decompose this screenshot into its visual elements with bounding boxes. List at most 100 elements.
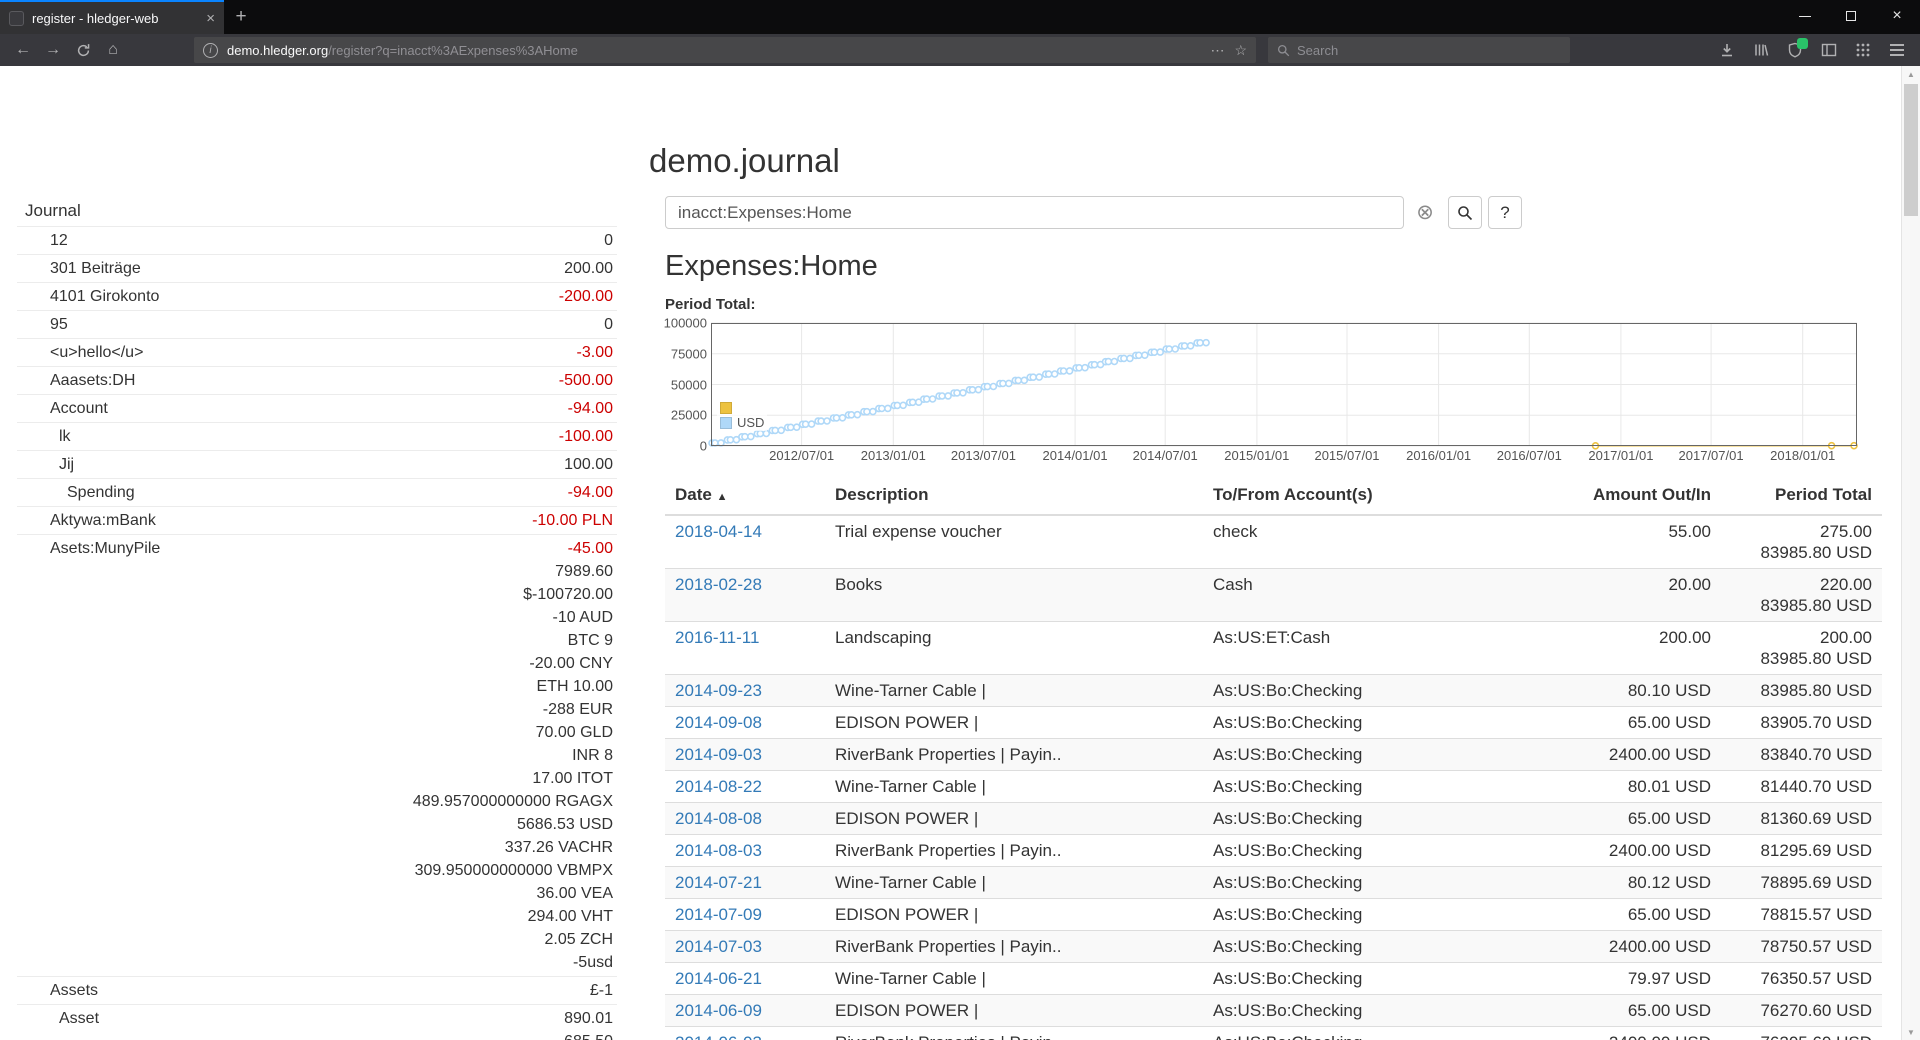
column-header-description[interactable]: Description — [825, 478, 1203, 516]
date-link[interactable]: 2014-07-03 — [675, 937, 762, 956]
register-row: 2016-11-11 Landscaping As:US:ET:Cash 200.00… — [665, 621, 1882, 675]
query-form: ⊗ ? — [665, 196, 1882, 229]
account-link[interactable]: Aktywa:mBank — [50, 512, 156, 529]
account-link[interactable]: Account — [50, 400, 108, 417]
sidebar-toggle-button[interactable] — [1814, 37, 1844, 63]
description-cell: EDISON POWER | — [825, 898, 1203, 931]
new-tab-button[interactable]: + — [235, 6, 247, 27]
browser-tab[interactable]: register - hledger-web × — [0, 0, 224, 34]
extension-button[interactable] — [1780, 37, 1810, 63]
account-balance: -3.00 — [576, 344, 613, 361]
page-title: demo.journal — [649, 142, 840, 179]
bookmark-star-icon[interactable]: ☆ — [1234, 41, 1247, 58]
date-link[interactable]: 2014-07-21 — [675, 873, 762, 892]
site-info-icon[interactable]: i — [203, 42, 218, 58]
account-link[interactable]: Asset — [59, 1010, 100, 1027]
date-link[interactable]: 2014-08-08 — [675, 809, 762, 828]
help-button[interactable]: ? — [1488, 196, 1522, 229]
account-cell: Cash — [1203, 568, 1533, 622]
window-close-button[interactable]: × — [1892, 7, 1902, 24]
search-button[interactable] — [1448, 196, 1482, 229]
date-link[interactable]: 2018-02-28 — [675, 575, 762, 594]
account-cell: As:US:Bo:Checking — [1203, 738, 1533, 771]
browser-search-bar[interactable]: Search — [1268, 37, 1570, 63]
amount-cell: 65.00 USD — [1533, 898, 1721, 931]
date-link[interactable]: 2014-09-23 — [675, 681, 762, 700]
x-tick-label: 2014/01/01 — [1042, 448, 1108, 463]
date-link[interactable]: 2014-08-03 — [675, 841, 762, 860]
x-tick-label: 2013/01/01 — [860, 448, 926, 463]
date-link[interactable]: 2014-09-03 — [675, 745, 762, 764]
clear-query-button[interactable]: ⊗ — [1408, 196, 1442, 229]
account-link[interactable]: Asets:MunyPile — [50, 540, 161, 557]
account-cell: As:US:Bo:Checking — [1203, 898, 1533, 931]
account-balance: 0 — [604, 316, 613, 333]
account-link[interactable]: 4101 Girokonto — [50, 288, 160, 305]
x-tick-label: 2018/01/01 — [1770, 448, 1836, 463]
account-link[interactable]: 301 Beiträge — [50, 260, 141, 277]
scroll-up-icon[interactable]: ▲ — [1907, 69, 1915, 79]
window-minimize-button[interactable] — [1782, 0, 1828, 32]
date-link[interactable]: 2014-06-03 — [675, 1033, 762, 1040]
scroll-down-icon[interactable]: ▼ — [1907, 1027, 1915, 1037]
date-link[interactable]: 2016-11-11 — [675, 628, 760, 647]
apps-button[interactable] — [1848, 37, 1878, 63]
amount-cell: 2400.00 USD — [1533, 930, 1721, 963]
amount-cell: 79.97 USD — [1533, 962, 1721, 995]
back-button[interactable]: ← — [15, 41, 31, 58]
query-input[interactable] — [665, 196, 1404, 229]
date-link[interactable]: 2014-08-22 — [675, 777, 762, 796]
tab-close-icon[interactable]: × — [206, 9, 215, 27]
account-link[interactable]: Jij — [59, 456, 75, 473]
page-scrollbar[interactable]: ▲ ▼ — [1901, 66, 1920, 1040]
date-link[interactable]: 2014-09-08 — [675, 713, 762, 732]
chart-x-axis: 2012/07/01 2013/01/01 2013/07/01 2014/01/01… — [711, 448, 1857, 466]
x-tick-label: 2016/01/01 — [1406, 448, 1472, 463]
url-domain: demo.hledger.org — [227, 42, 329, 58]
column-header-total[interactable]: Period Total — [1721, 478, 1882, 516]
window-maximize-button[interactable] — [1828, 0, 1874, 32]
x-tick-label: 2013/07/01 — [950, 448, 1016, 463]
description-cell: RiverBank Properties | Payin.. — [825, 1026, 1203, 1040]
description-cell: EDISON POWER | — [825, 706, 1203, 739]
register-row: 2014-09-08 EDISON POWER | As:US:Bo:Checkin… — [665, 706, 1882, 739]
period-total-label: Period Total: — [665, 296, 756, 313]
column-header-amount[interactable]: Amount Out/In — [1533, 478, 1721, 516]
description-cell: Wine-Tarner Cable | — [825, 962, 1203, 995]
sidebar-journal-link[interactable]: Journal — [25, 201, 81, 220]
date-link[interactable]: 2014-07-09 — [675, 905, 762, 924]
account-balance: 0 — [604, 232, 613, 249]
account-balance: -94.00 — [567, 484, 613, 501]
download-button[interactable] — [1712, 37, 1742, 63]
account-link[interactable]: <u>hello</u> — [50, 344, 144, 361]
account-link[interactable]: 95 — [50, 316, 68, 333]
column-header-account[interactable]: To/From Account(s) — [1203, 478, 1533, 516]
tab-title: register - hledger-web — [32, 10, 159, 26]
account-link[interactable]: Aaasets:DH — [50, 372, 136, 389]
register-table-body: 2018-04-14 Trial expense voucher check 55.0… — [665, 514, 1882, 1040]
account-link[interactable]: Assets — [50, 982, 99, 999]
account-cell: As:US:Bo:Checking — [1203, 706, 1533, 739]
column-header-date[interactable]: Date ▲ — [665, 478, 825, 516]
date-link[interactable]: 2014-06-09 — [675, 1001, 762, 1020]
library-button[interactable] — [1746, 37, 1776, 63]
account-link[interactable]: 12 — [50, 232, 68, 249]
reload-button[interactable] — [68, 37, 98, 63]
scrollbar-thumb[interactable] — [1904, 84, 1918, 216]
period-total-cell: 83905.70 USD — [1721, 706, 1882, 739]
menu-button[interactable] — [1882, 37, 1912, 63]
period-total-cell: 275.00 83985.80 USD — [1721, 514, 1882, 569]
amount-cell: 55.00 — [1533, 514, 1721, 569]
account-link[interactable]: Spending — [67, 484, 135, 501]
url-bar[interactable]: i demo.hledger.org/register?q=inacct%3AE… — [194, 37, 1256, 63]
grid-icon — [1856, 43, 1870, 57]
period-total-chart: 0 25000 50000 75000 100000 USD 2012/07/01 201… — [664, 316, 1882, 468]
date-link[interactable]: 2018-04-14 — [675, 522, 762, 541]
forward-button[interactable]: → — [45, 41, 61, 58]
home-button[interactable]: ⌂ — [108, 41, 118, 58]
page-actions-icon[interactable]: ⋯ — [1210, 41, 1225, 58]
date-link[interactable]: 2014-06-21 — [675, 969, 762, 988]
account-link[interactable]: lk — [59, 428, 71, 445]
tab-favicon-icon — [9, 10, 24, 26]
account-row: 95 0 — [17, 310, 617, 338]
